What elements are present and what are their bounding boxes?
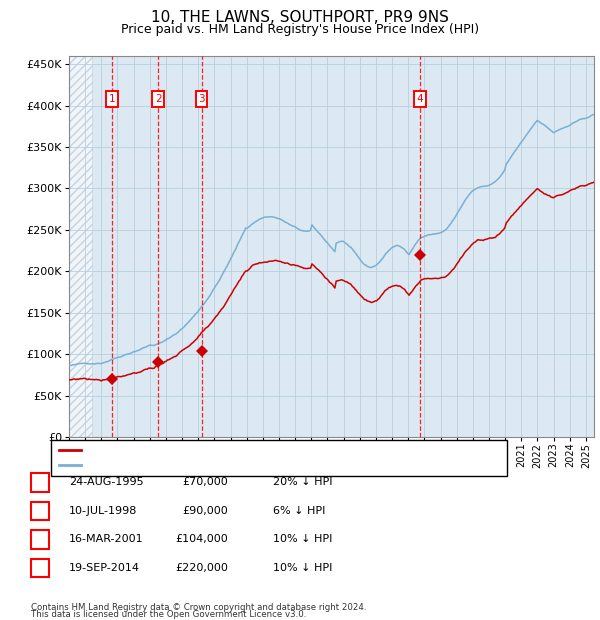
Text: 6% ↓ HPI: 6% ↓ HPI bbox=[273, 506, 325, 516]
Text: 24-AUG-1995: 24-AUG-1995 bbox=[69, 477, 143, 487]
Text: HPI: Average price, detached house, Sefton: HPI: Average price, detached house, Seft… bbox=[83, 461, 310, 471]
Text: 20% ↓ HPI: 20% ↓ HPI bbox=[273, 477, 332, 487]
Text: 10, THE LAWNS, SOUTHPORT, PR9 9NS: 10, THE LAWNS, SOUTHPORT, PR9 9NS bbox=[151, 10, 449, 25]
Text: £90,000: £90,000 bbox=[182, 506, 228, 516]
Text: 10% ↓ HPI: 10% ↓ HPI bbox=[273, 534, 332, 544]
Text: Price paid vs. HM Land Registry's House Price Index (HPI): Price paid vs. HM Land Registry's House … bbox=[121, 23, 479, 36]
Text: 16-MAR-2001: 16-MAR-2001 bbox=[69, 534, 143, 544]
Text: 3: 3 bbox=[37, 534, 44, 544]
Text: £220,000: £220,000 bbox=[175, 563, 228, 573]
Text: 3: 3 bbox=[198, 94, 205, 104]
Text: 2: 2 bbox=[155, 94, 161, 104]
Text: This data is licensed under the Open Government Licence v3.0.: This data is licensed under the Open Gov… bbox=[31, 609, 307, 619]
Text: 10, THE LAWNS, SOUTHPORT, PR9 9NS (detached house): 10, THE LAWNS, SOUTHPORT, PR9 9NS (detac… bbox=[83, 445, 380, 455]
Text: 4: 4 bbox=[37, 563, 44, 573]
Text: 4: 4 bbox=[416, 94, 423, 104]
Text: 1: 1 bbox=[37, 477, 44, 487]
Text: 1: 1 bbox=[109, 94, 115, 104]
Text: Contains HM Land Registry data © Crown copyright and database right 2024.: Contains HM Land Registry data © Crown c… bbox=[31, 603, 367, 612]
Text: 19-SEP-2014: 19-SEP-2014 bbox=[69, 563, 140, 573]
Text: £70,000: £70,000 bbox=[182, 477, 228, 487]
Text: 2: 2 bbox=[37, 506, 44, 516]
Text: 10% ↓ HPI: 10% ↓ HPI bbox=[273, 563, 332, 573]
Text: £104,000: £104,000 bbox=[175, 534, 228, 544]
Text: 10-JUL-1998: 10-JUL-1998 bbox=[69, 506, 137, 516]
